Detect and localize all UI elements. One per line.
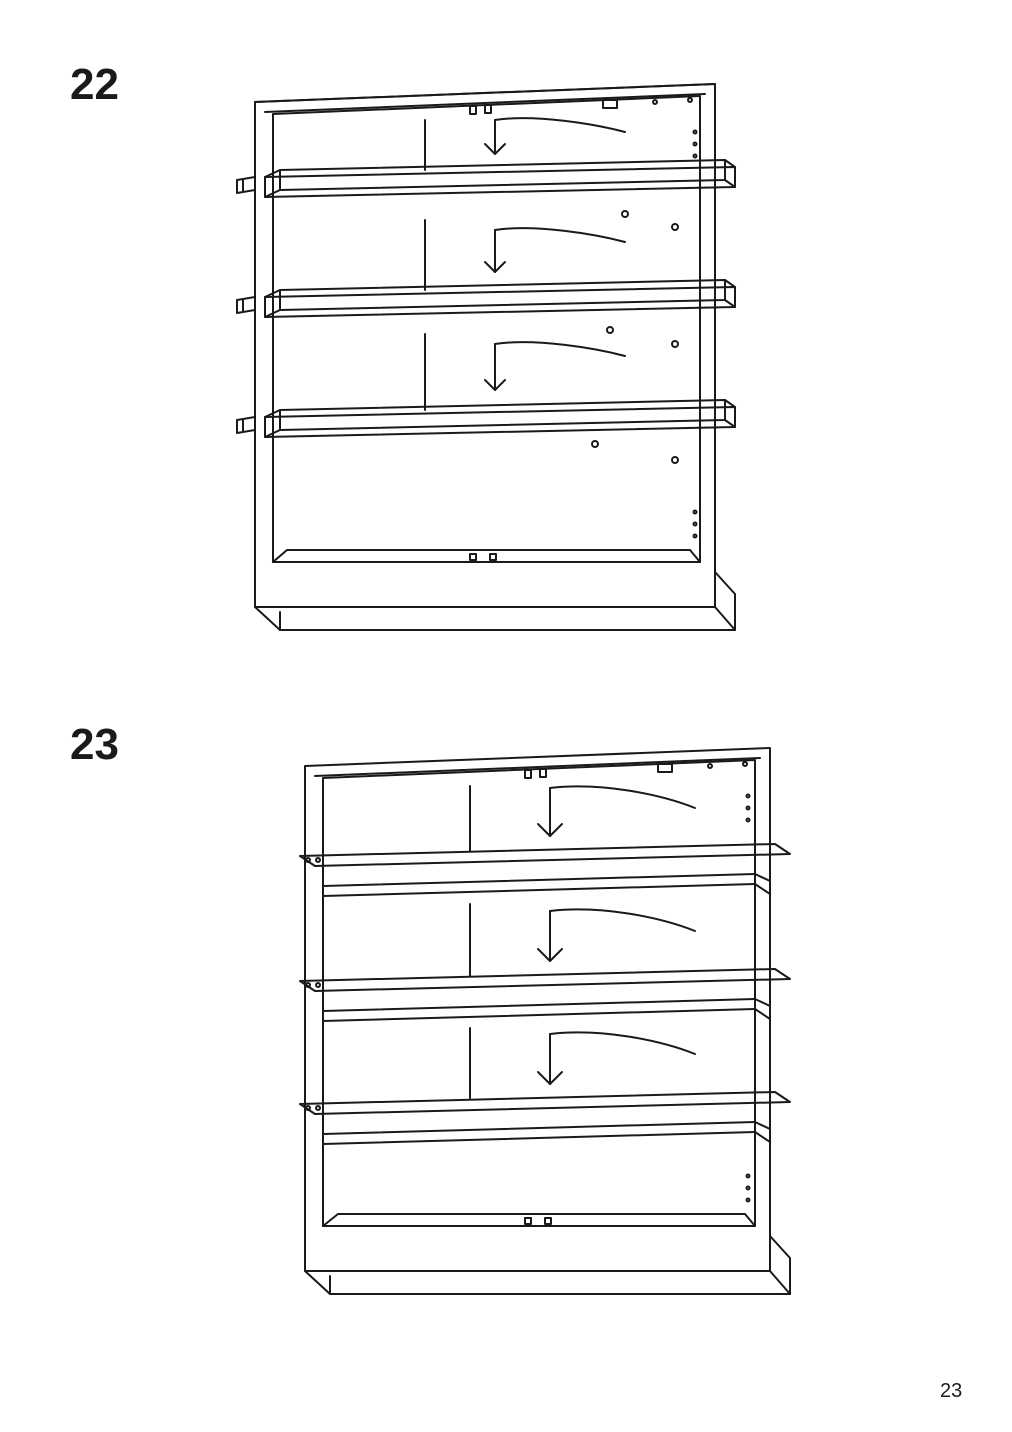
step-22-illustration bbox=[195, 72, 755, 642]
step-22-svg bbox=[195, 72, 755, 642]
step-23-number: 23 bbox=[70, 720, 119, 770]
step-23-svg bbox=[250, 736, 810, 1306]
step-23-illustration bbox=[250, 736, 810, 1306]
step-22-number: 22 bbox=[70, 60, 119, 110]
page-number: 23 bbox=[940, 1380, 962, 1403]
